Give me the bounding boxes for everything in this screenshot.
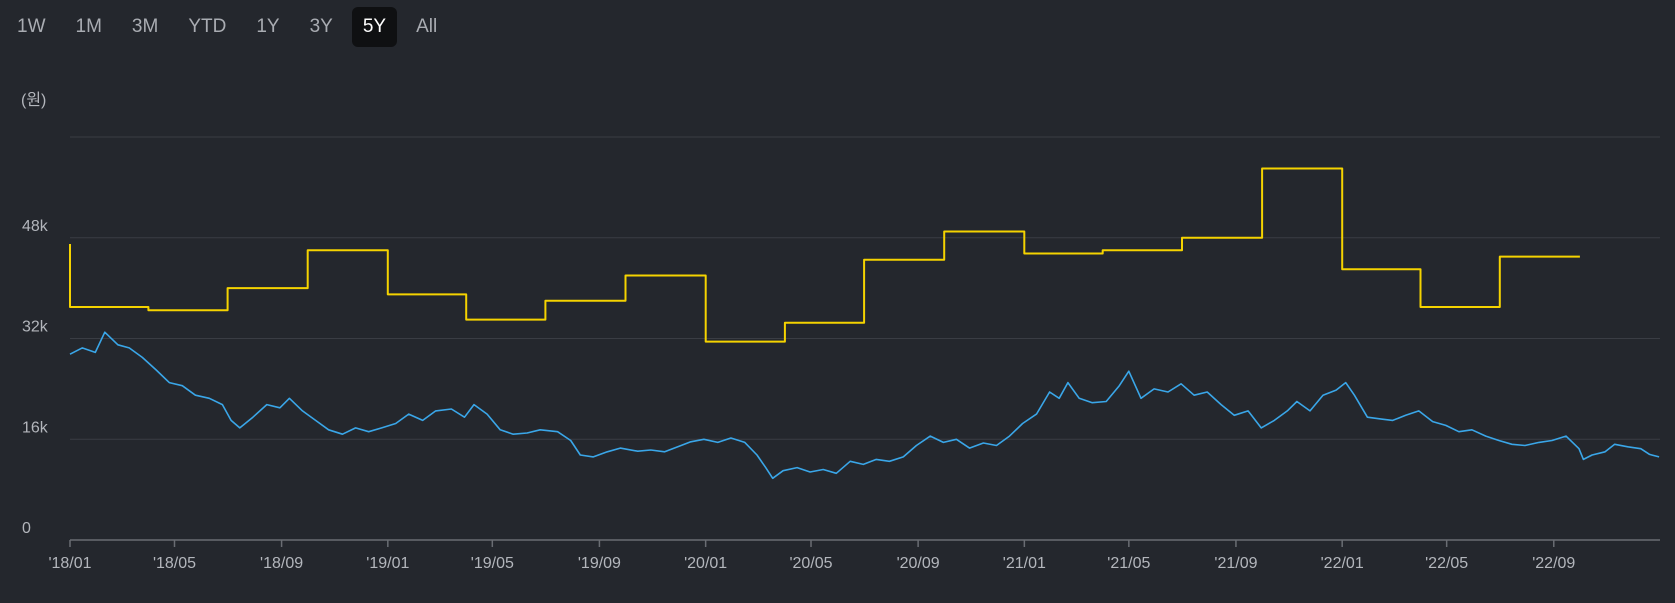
x-tick-label: '21/01 (1003, 555, 1046, 572)
x-tick-label: '20/05 (789, 555, 832, 572)
y-tick-label: 16k (22, 419, 49, 436)
series-line-2 (69, 331, 1660, 480)
grid (70, 136, 1660, 440)
y-tick-label: 32k (22, 319, 49, 336)
tab-1w[interactable]: 1W (17, 16, 46, 37)
x-tick-label: '18/09 (260, 555, 303, 572)
series-line-1 (69, 167, 1580, 343)
x-tick-label: '21/05 (1107, 555, 1150, 572)
x-tick-label: '18/01 (48, 555, 91, 572)
x-tick-label: '21/09 (1214, 555, 1257, 572)
tab-3m[interactable]: 3M (131, 16, 159, 37)
x-tick-label: '18/05 (153, 555, 196, 572)
tab-all[interactable]: All (416, 16, 438, 37)
x-tick-label: '20/09 (897, 555, 940, 572)
x-tick-label: '19/09 (578, 555, 621, 572)
x-tick-label: '20/01 (684, 555, 727, 572)
tab-1m[interactable]: 1M (75, 16, 102, 37)
x-tick-label: '22/05 (1425, 555, 1468, 572)
y-axis: 0 16k 32k 48k (22, 218, 49, 537)
x-tick-label: '19/01 (366, 555, 409, 572)
tab-5y[interactable]: 5Y (351, 7, 398, 47)
tab-1y[interactable]: 1Y (256, 16, 280, 37)
series (69, 167, 1660, 480)
x-tick-label: '22/01 (1321, 555, 1364, 572)
tab-ytd[interactable]: YTD (188, 16, 227, 37)
unit-label: (원) (21, 91, 46, 109)
x-tick-label: '22/09 (1532, 555, 1575, 572)
tab-3y[interactable]: 3Y (309, 16, 333, 37)
x-tick-label: '19/05 (471, 555, 514, 572)
y-tick-label: 48k (22, 218, 49, 235)
x-axis: '18/01 '18/05 '18/09 '19/01 '19/05 '19/09 '20/… (48, 539, 1660, 572)
y-tick-label: 0 (22, 520, 31, 537)
range-tabs: 1W 1M 3M YTD 1Y 3Y 5Y All (6, 7, 456, 47)
